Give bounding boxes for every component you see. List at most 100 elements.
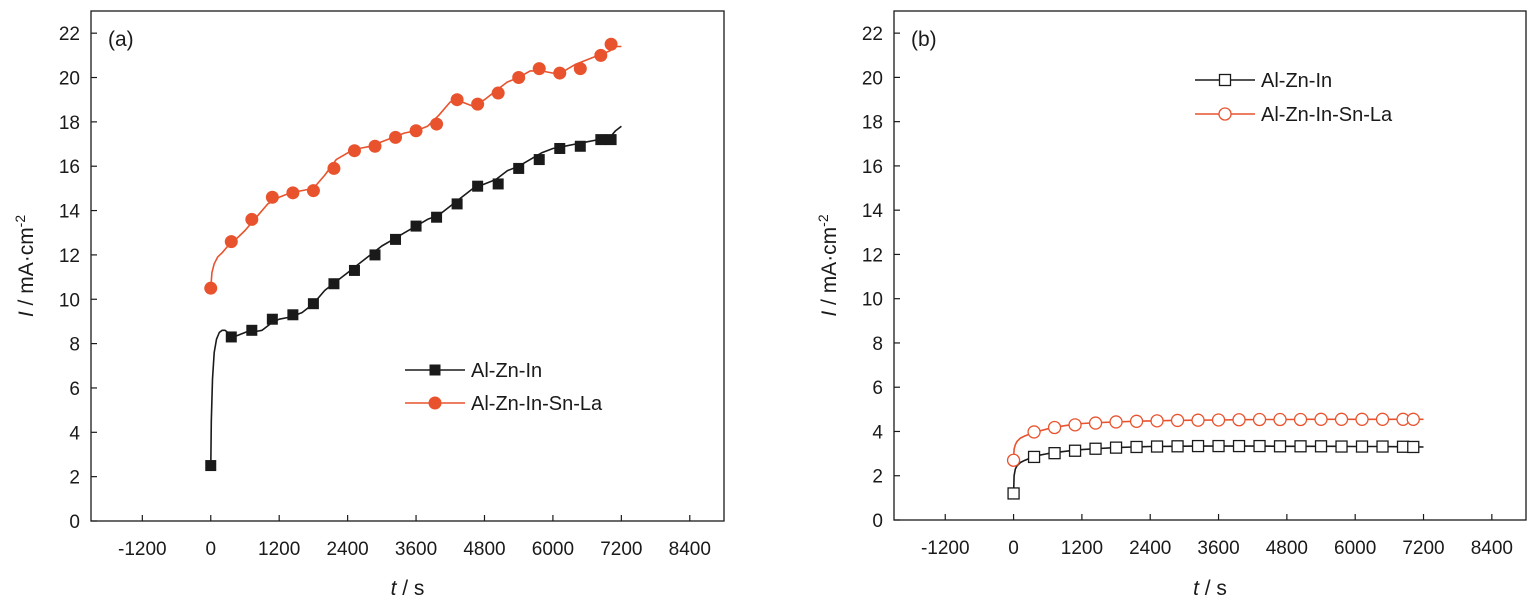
y-axis-title-a: I / mA·cm-2 <box>12 215 38 318</box>
data-point <box>1355 440 1369 453</box>
data-point <box>1334 412 1349 426</box>
x-axis-title-a: t / s <box>391 577 425 600</box>
legend-marker <box>429 364 441 376</box>
series-al-zn-in-sn-la <box>1006 412 1424 467</box>
panel-b: -1200 0 1200 2400 3600 4800 6000 7200 8400 0 2 4 6 8 1… <box>815 10 1527 600</box>
x-tick-label: 6000 <box>532 539 574 560</box>
y-axis-unit-a: / mA·cm <box>15 227 38 311</box>
legend-marker <box>1218 107 1232 121</box>
data-point <box>1375 412 1390 426</box>
data-point <box>1314 412 1328 426</box>
data-point <box>1109 415 1123 429</box>
data-point <box>246 324 258 336</box>
data-point <box>554 142 566 154</box>
ticks-a <box>91 32 691 522</box>
y-tick-label: 22 <box>862 24 883 45</box>
y-axis-title-b: I / mA·cm-2 <box>815 214 841 317</box>
series-al-zn-in <box>1007 439 1424 500</box>
x-tick-label: 0 <box>205 539 216 560</box>
data-point <box>512 71 526 85</box>
legend-label: Al-Zn-In <box>471 360 542 382</box>
data-point <box>266 313 278 325</box>
data-point <box>1109 441 1123 454</box>
data-point <box>368 139 382 153</box>
data-point <box>348 264 360 276</box>
x-tick-label: 4800 <box>1266 538 1308 559</box>
y-tick-label: 14 <box>59 202 81 223</box>
data-point <box>1089 442 1102 455</box>
y-tick-label: 2 <box>872 467 883 488</box>
x-tick-label: 2400 <box>326 539 368 560</box>
x-tick-label: 1200 <box>258 539 300 560</box>
data-point <box>307 298 319 310</box>
y-tick-label: 16 <box>59 157 80 178</box>
data-point <box>1007 487 1020 500</box>
data-point <box>224 235 238 249</box>
data-point <box>1376 440 1389 453</box>
data-point <box>328 278 340 290</box>
data-point <box>604 37 618 51</box>
y-tick-label: 10 <box>59 290 80 311</box>
ticks-b <box>894 32 1493 521</box>
y-tick-label: 0 <box>69 512 80 533</box>
y-axis-sup-a: -2 <box>12 215 28 228</box>
data-point <box>1150 414 1164 428</box>
y-tick-label: 6 <box>69 379 80 400</box>
y-tick-label: 16 <box>862 157 883 178</box>
x-tick-label: -1200 <box>118 539 167 560</box>
data-point <box>1191 413 1205 427</box>
x-tick-label: 6000 <box>1334 538 1376 559</box>
data-point <box>410 220 422 232</box>
panel-label-a: (a) <box>108 28 134 51</box>
data-point <box>1293 412 1308 427</box>
data-point <box>595 134 607 146</box>
data-point <box>532 62 546 76</box>
data-point <box>1006 453 1021 467</box>
tick-labels-a: -1200 0 1200 2400 3600 4800 6000 7200 8400 0 2 4 6 8 1… <box>59 24 711 560</box>
data-point <box>472 180 484 192</box>
data-point <box>1088 416 1103 430</box>
legend-marker <box>428 396 442 410</box>
series-al-zn-in-sn-la <box>204 37 622 295</box>
y-tick-label: 0 <box>872 511 883 532</box>
tick-labels-b: -1200 0 1200 2400 3600 4800 6000 7200 8400 0 2 4 6 8 1… <box>862 24 1513 559</box>
y-tick-label: 22 <box>59 24 80 45</box>
x-axis-unit-b: / s <box>1199 577 1227 600</box>
data-point <box>533 154 545 166</box>
data-point <box>451 198 463 210</box>
legend-a: Al-Zn-In Al-Zn-In-Sn-La <box>405 360 603 415</box>
data-point <box>1232 439 1246 453</box>
y-tick-label: 14 <box>862 201 884 222</box>
legend-marker <box>1218 73 1232 87</box>
data-point <box>1355 412 1369 426</box>
legend-label: Al-Zn-In-Sn-La <box>1261 104 1393 126</box>
data-point <box>471 97 485 111</box>
x-tick-label: 4800 <box>463 539 505 560</box>
plot-content-a <box>204 37 622 472</box>
legend-b: Al-Zn-In Al-Zn-In-Sn-La <box>1195 70 1393 126</box>
x-tick-label: 0 <box>1008 538 1019 559</box>
data-point <box>1252 412 1267 427</box>
y-tick-label: 6 <box>872 378 883 399</box>
data-point <box>1027 450 1041 464</box>
data-point <box>286 186 300 200</box>
plot-content-b <box>1006 412 1424 500</box>
data-point <box>492 178 504 190</box>
data-point <box>245 212 259 226</box>
x-tick-label: 7200 <box>1402 538 1444 559</box>
data-point <box>574 140 586 152</box>
data-point <box>225 331 237 343</box>
y-tick-label: 10 <box>862 290 883 311</box>
data-point <box>1027 425 1041 439</box>
data-point <box>390 233 402 245</box>
y-tick-label: 8 <box>872 334 883 355</box>
legend-label: Al-Zn-In-Sn-La <box>471 393 603 415</box>
data-point <box>369 249 381 261</box>
data-point <box>1294 440 1307 453</box>
data-point <box>491 86 505 100</box>
x-axis-unit-a: / s <box>396 577 424 600</box>
data-point <box>594 48 608 62</box>
data-point <box>1273 440 1287 453</box>
data-point <box>1232 413 1246 427</box>
